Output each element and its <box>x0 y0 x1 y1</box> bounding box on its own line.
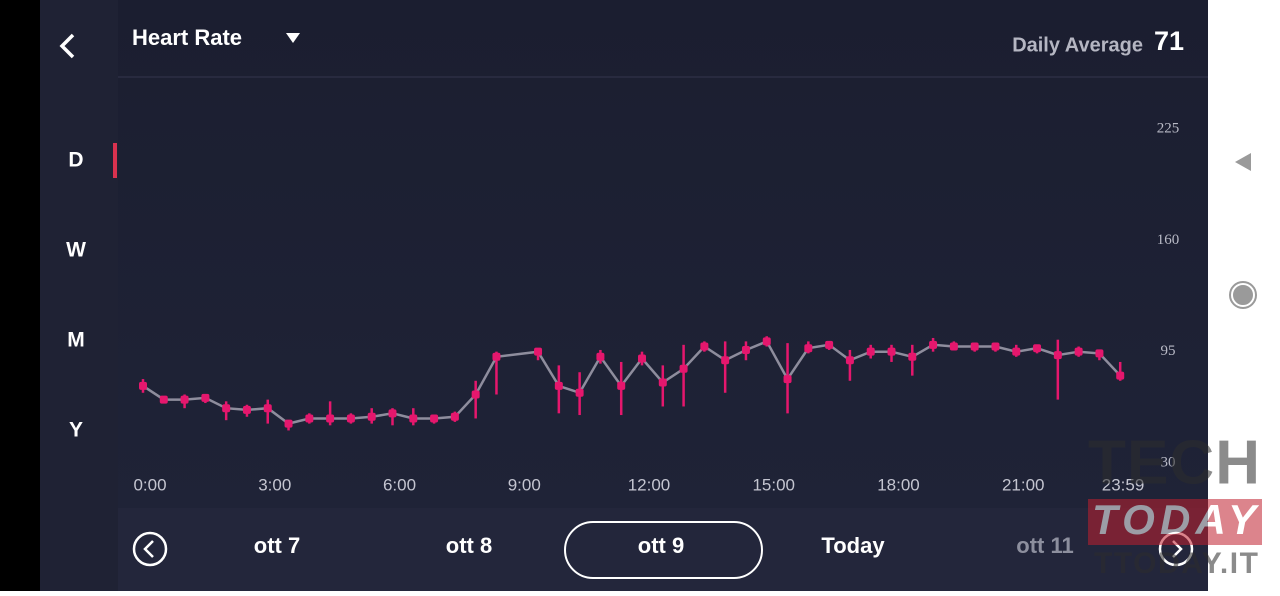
x-tick-label: 3:00 <box>258 475 291 494</box>
date-tab[interactable]: ott 11 <box>1016 533 1073 558</box>
metric-dropdown[interactable] <box>286 33 300 43</box>
average-value: 71 <box>1154 26 1184 56</box>
prev-date-button[interactable] <box>132 531 168 567</box>
heart-rate-point <box>201 393 210 402</box>
main-panel <box>118 0 1208 508</box>
left-edge <box>0 0 40 591</box>
heart-rate-point <box>409 414 418 423</box>
date-tab[interactable]: ott 8 <box>446 533 492 558</box>
x-tick-label: 18:00 <box>877 475 920 494</box>
y-tick-label: 225 <box>1157 120 1180 136</box>
heart-rate-point <box>908 352 917 361</box>
nav-home[interactable] <box>1231 283 1255 307</box>
heart-rate-point <box>139 381 147 390</box>
nav-home-ring <box>1229 281 1257 309</box>
nav-back[interactable] <box>1235 153 1251 171</box>
heart-rate-point <box>450 412 459 421</box>
heart-rate-point <box>929 340 938 349</box>
metric-title[interactable]: Heart Rate <box>132 25 242 50</box>
watermark-box <box>1088 499 1262 545</box>
heart-rate-point <box>471 390 480 399</box>
heart-rate-point <box>721 356 730 365</box>
heart-rate-point <box>1095 349 1104 358</box>
heart-rate-point <box>284 419 293 428</box>
heart-rate-point <box>575 388 584 397</box>
period-indicator <box>113 143 117 178</box>
y-tick-label: 160 <box>1157 232 1180 248</box>
heart-rate-point <box>159 395 168 404</box>
heart-rate-point <box>617 381 626 390</box>
heart-rate-point <box>596 352 605 361</box>
heart-rate-point <box>783 375 792 384</box>
heart-rate-point <box>367 412 376 421</box>
heart-rate-point <box>991 342 1000 351</box>
heart-rate-point <box>762 337 771 346</box>
heart-rate-point <box>222 404 231 413</box>
heart-rate-point <box>949 342 958 351</box>
heart-rate-point <box>700 342 709 351</box>
heart-rate-point <box>887 347 896 356</box>
y-tick-label: 95 <box>1161 343 1176 359</box>
period-tab[interactable]: D <box>68 149 83 172</box>
heart-rate-point <box>970 342 979 351</box>
heart-rate-point <box>263 404 272 413</box>
x-tick-label: 0:00 <box>133 475 166 494</box>
heart-rate-chart: 30 95 160 225 0:00 3:00 6:00 9:00 12:00 15:00 18:0… <box>133 120 1179 494</box>
x-tick-label: 21:00 <box>1002 475 1045 494</box>
x-tick-label: 15:00 <box>752 475 795 494</box>
period-tab[interactable]: M <box>67 329 85 352</box>
heart-rate-point <box>305 414 314 423</box>
watermark-text: TTODAY.IT <box>1094 547 1258 580</box>
period-tab[interactable]: W <box>66 239 86 262</box>
x-tick-label: 23:59 <box>1102 475 1145 494</box>
watermark-text: TECH <box>1088 428 1260 497</box>
heart-rate-point <box>1074 347 1083 356</box>
heart-rate-point <box>804 344 813 353</box>
heart-rate-point <box>346 414 355 423</box>
heart-rate-point <box>430 414 439 423</box>
heart-rate-point <box>1012 347 1021 356</box>
date-tab[interactable]: Today <box>821 533 885 558</box>
heart-rate-point <box>825 340 834 349</box>
heart-rate-point <box>638 354 646 363</box>
heart-rate-point <box>845 356 854 365</box>
heart-rate-point <box>326 414 335 423</box>
heart-rate-point <box>1033 344 1042 353</box>
back-button[interactable] <box>59 33 75 59</box>
y-tick-label: 30 <box>1161 454 1176 470</box>
heart-rate-point <box>658 378 667 387</box>
date-tab[interactable]: ott 7 <box>254 533 300 558</box>
x-tick-label: 6:00 <box>383 475 416 494</box>
period-tab[interactable]: Y <box>69 419 83 442</box>
date-tab[interactable]: ott 9 <box>638 533 684 558</box>
x-tick-label: 12:00 <box>628 475 671 494</box>
heart-rate-point <box>534 347 543 356</box>
heart-rate-point <box>679 364 688 373</box>
selected-date-pill <box>564 521 763 579</box>
prev-arrow <box>143 540 154 558</box>
heart-rate-point <box>1116 371 1125 380</box>
heart-rate-point <box>388 409 397 418</box>
watermark: TECH TODAY TTODAY.IT <box>1088 428 1262 580</box>
heart-rate-point <box>242 405 251 414</box>
heart-rate-point <box>741 345 750 354</box>
heart-rate-point <box>180 395 189 404</box>
heart-rate-point <box>554 381 563 390</box>
average-label: Daily Average <box>1012 34 1143 56</box>
heart-rate-point <box>492 352 501 361</box>
x-tick-label: 9:00 <box>508 475 541 494</box>
heart-rate-point <box>866 347 875 356</box>
sidebar <box>40 0 118 591</box>
heart-rate-point <box>1053 351 1062 360</box>
